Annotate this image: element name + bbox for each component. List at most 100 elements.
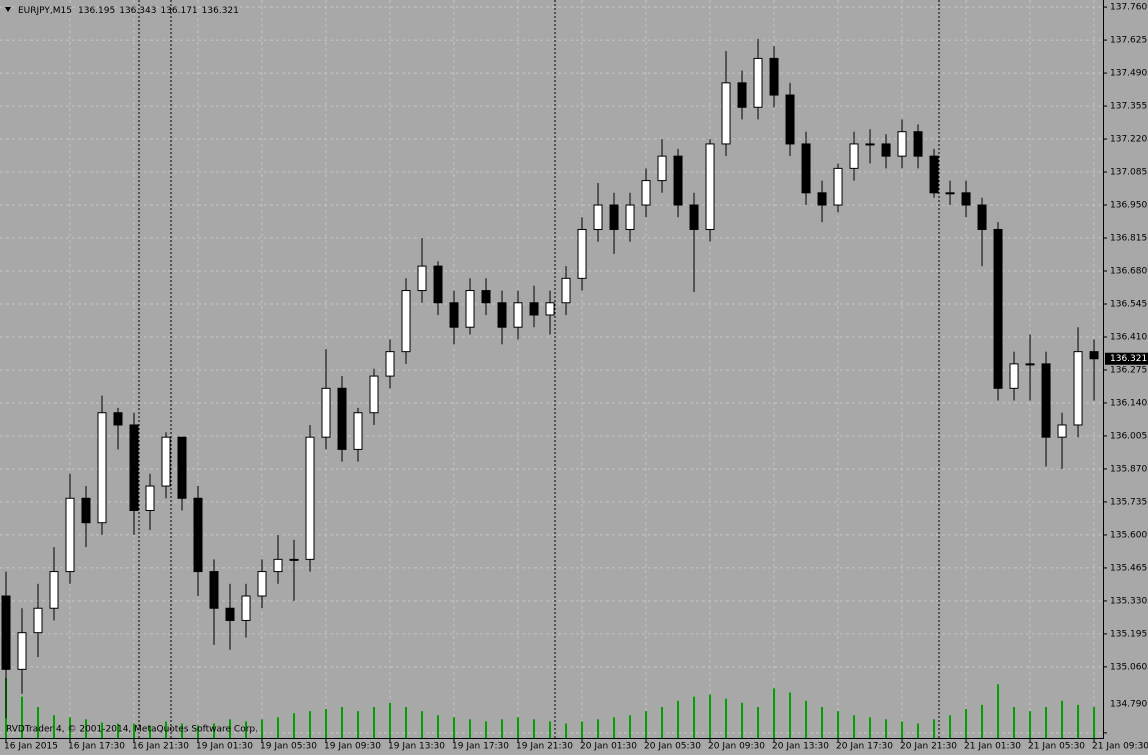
candle-body [481, 290, 491, 304]
candle-body [353, 412, 363, 450]
header: EURJPY,M15 136.195 136.343 136.171 136.321 [18, 6, 239, 16]
x-tick-label: 19 Jan 21:30 [516, 742, 573, 752]
menu-arrow[interactable] [5, 7, 11, 12]
y-tick-label: 137.220 [1110, 135, 1147, 145]
x-tick-label: 16 Jan 2015 [4, 742, 58, 752]
volume-bar [245, 721, 248, 738]
candle-body [145, 485, 155, 511]
volume-bar [645, 711, 648, 738]
candle-body [161, 436, 171, 487]
candle-body [129, 424, 139, 511]
candle-body [465, 290, 475, 328]
y-tick-label: 135.600 [1110, 530, 1147, 540]
volume-bar [853, 715, 856, 738]
y-tick-label: 136.005 [1110, 431, 1147, 441]
candle-body [561, 277, 571, 304]
volume-bar [789, 692, 792, 738]
volume-bar [949, 715, 952, 738]
candle-body [881, 143, 891, 157]
y-tick-label: 135.195 [1110, 629, 1147, 639]
candle-body [593, 204, 603, 230]
candle-body [241, 595, 251, 621]
candle-body [1073, 351, 1083, 426]
volume-bar [453, 717, 456, 738]
y-tick-label: 136.680 [1110, 267, 1147, 277]
candle-body [113, 412, 123, 426]
volume-bar [1045, 706, 1048, 738]
candle-body [737, 82, 747, 108]
candle-body [49, 571, 59, 609]
candle-body [785, 94, 795, 145]
candle-body [833, 167, 843, 206]
volume-bar [501, 719, 504, 738]
candle-body [17, 632, 27, 670]
volumes [5, 678, 1096, 738]
x-tick-label: 20 Jan 05:30 [644, 742, 701, 752]
volume-bar [757, 706, 760, 738]
volume-bar [53, 715, 56, 738]
volume-bar [197, 725, 200, 738]
candle-body [721, 82, 731, 145]
axes: 137.760 137.625 137.490 137.355 137.220 137.0… [4, 3, 1148, 752]
volume-bar [741, 702, 744, 738]
candle-body [801, 143, 811, 194]
candle-body [817, 192, 827, 206]
volume-bar [933, 719, 936, 738]
ohlc-open: 136.195 [78, 6, 115, 16]
candle-body [305, 436, 315, 560]
x-tick-label: 19 Jan 01:30 [196, 742, 253, 752]
candle-body [401, 290, 411, 353]
volume-bar [1093, 706, 1096, 738]
ohlc-close: 136.321 [202, 6, 239, 16]
volume-bar [1029, 711, 1032, 738]
volume-bar [885, 719, 888, 738]
candle-body [961, 192, 971, 206]
volume-bar [517, 717, 520, 738]
symbol: EURJPY,M15 [18, 6, 72, 16]
candle-body [705, 143, 715, 230]
candle-body [33, 607, 43, 634]
volume-bar [1061, 700, 1064, 738]
volume-bar [21, 696, 24, 738]
candle-body [1057, 424, 1067, 438]
volume-bar [373, 706, 376, 738]
volume-bar [421, 711, 424, 738]
candle-body [337, 387, 347, 450]
volume-bar [997, 684, 1000, 738]
volume-bar [565, 723, 568, 738]
candle-body [945, 192, 955, 195]
volume-bar [389, 702, 392, 738]
candle-body [1089, 351, 1099, 360]
volume-bar [85, 719, 88, 738]
candle-body [577, 228, 587, 279]
candle-body [513, 302, 523, 328]
volume-bar [677, 700, 680, 738]
x-tick-label: 20 Jan 13:30 [772, 742, 829, 752]
copyright: RVDTrader 4, © 2001-2014, MetaQuotes Sof… [6, 725, 258, 735]
volume-bar [1013, 706, 1016, 738]
volume-bar [597, 719, 600, 738]
candle-body [289, 558, 299, 561]
candle-body [657, 155, 667, 182]
x-tick-label: 20 Jan 17:30 [836, 742, 893, 752]
period-separators [138, 0, 940, 738]
y-tick-label: 136.140 [1110, 398, 1147, 408]
candle-body [225, 607, 235, 621]
volume-bar [709, 694, 712, 738]
volume-bar [1077, 704, 1080, 738]
volume-bar [261, 719, 264, 738]
candle-body [1009, 363, 1019, 389]
candle-body [641, 180, 651, 206]
x-tick-label: 19 Jan 13:30 [388, 742, 445, 752]
y-tick-label: 135.465 [1110, 563, 1147, 573]
volume-bar [181, 723, 184, 738]
volume-bar [869, 717, 872, 738]
y-tick-label: 137.490 [1110, 69, 1147, 79]
x-tick-label: 19 Jan 17:30 [452, 742, 509, 752]
y-tick-label: 136.815 [1110, 234, 1147, 244]
candle-body [929, 155, 939, 194]
x-tick-label: 21 Jan 05:30 [1028, 742, 1085, 752]
x-tick-label: 21 Jan 01:30 [964, 742, 1021, 752]
volume-bar [357, 711, 360, 738]
